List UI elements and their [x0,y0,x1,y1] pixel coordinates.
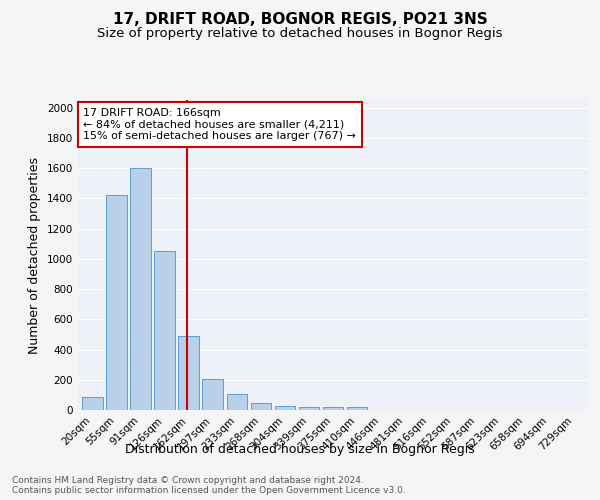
Text: Contains HM Land Registry data © Crown copyright and database right 2024.
Contai: Contains HM Land Registry data © Crown c… [12,476,406,495]
Bar [347,408,367,410]
Bar [130,168,151,410]
Bar [178,336,199,410]
Text: 17 DRIFT ROAD: 166sqm
← 84% of detached houses are smaller (4,211)
15% of semi-d: 17 DRIFT ROAD: 166sqm ← 84% of detached … [83,108,356,141]
Text: Size of property relative to detached houses in Bognor Regis: Size of property relative to detached ho… [97,28,503,40]
Bar [275,406,295,410]
Bar [154,251,175,410]
Bar [251,403,271,410]
Bar [299,406,319,410]
Bar [106,196,127,410]
Text: 17, DRIFT ROAD, BOGNOR REGIS, PO21 3NS: 17, DRIFT ROAD, BOGNOR REGIS, PO21 3NS [113,12,487,28]
Bar [202,379,223,410]
Bar [227,394,247,410]
Y-axis label: Number of detached properties: Number of detached properties [28,156,41,354]
Text: Distribution of detached houses by size in Bognor Regis: Distribution of detached houses by size … [125,442,475,456]
Bar [82,397,103,410]
Bar [323,407,343,410]
